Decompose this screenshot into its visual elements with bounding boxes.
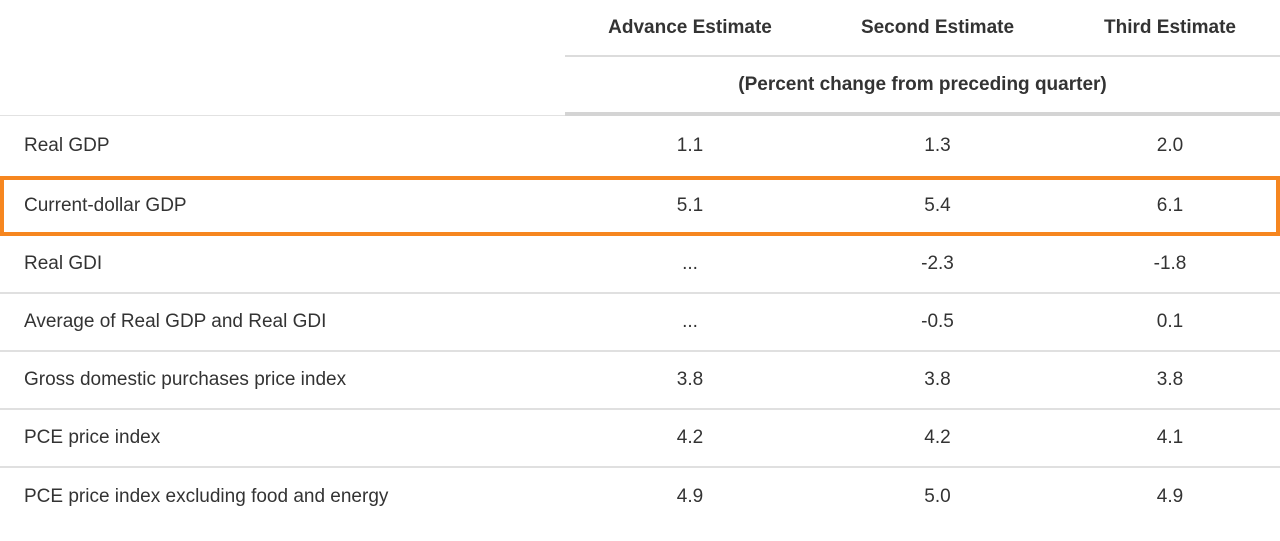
row-label: Gross domestic purchases price index <box>24 369 347 390</box>
value-cell: 5.4 <box>924 195 951 216</box>
table-subheader-row: (Percent change from preceding quarter) <box>0 57 1280 116</box>
row-label: Average of Real GDP and Real GDI <box>24 311 327 332</box>
value-cell: -0.5 <box>921 311 954 332</box>
units-note: (Percent change from preceding quarter) <box>565 57 1280 116</box>
header-label-spacer <box>0 0 565 57</box>
value-cell: 4.2 <box>676 427 704 448</box>
value-cell: 5.1 <box>676 195 704 216</box>
value-cell: 0.1 <box>1156 311 1184 332</box>
highlighted-row: Current-dollar GDP 5.1 5.4 6.1 <box>0 176 1280 236</box>
column-header-advance-estimate: Advance Estimate <box>565 0 815 57</box>
row-label: PCE price index <box>24 427 161 448</box>
row-label: Current-dollar GDP <box>24 195 187 216</box>
value-cell: 3.8 <box>676 369 704 390</box>
value-cell: 4.9 <box>1156 486 1184 507</box>
table-row: Gross domestic purchases price index 3.8… <box>0 352 1280 410</box>
row-label: Real GDI <box>24 253 103 274</box>
value-cell: 4.2 <box>924 427 951 448</box>
value-cell: 1.1 <box>676 135 704 156</box>
table-row: PCE price index excluding food and energ… <box>0 468 1280 526</box>
column-header-second-estimate: Second Estimate <box>815 0 1060 57</box>
table-row: Average of Real GDP and Real GDI ... -0.… <box>0 294 1280 352</box>
value-cell: 2.0 <box>1156 135 1184 156</box>
table-row: Real GDP 1.1 1.3 2.0 <box>0 116 1280 176</box>
value-cell: -1.8 <box>1153 253 1187 274</box>
table-row: PCE price index 4.2 4.2 4.1 <box>0 410 1280 468</box>
value-cell: 3.8 <box>1156 369 1184 390</box>
value-cell: 4.1 <box>1156 427 1184 448</box>
subheader-label-spacer <box>0 57 565 116</box>
value-cell: -2.3 <box>921 253 954 274</box>
value-cell: 1.3 <box>924 135 951 156</box>
value-cell: 5.0 <box>924 486 951 507</box>
value-cell: 3.8 <box>924 369 951 390</box>
value-cell: ... <box>682 311 698 332</box>
table-header-row: Advance Estimate Second Estimate Third E… <box>0 0 1280 57</box>
value-cell: 4.9 <box>676 486 704 507</box>
row-label: Real GDP <box>24 135 110 156</box>
value-cell: ... <box>682 253 698 274</box>
value-cell: 6.1 <box>1156 195 1184 216</box>
column-header-third-estimate: Third Estimate <box>1060 0 1280 57</box>
row-label: PCE price index excluding food and energ… <box>24 486 389 507</box>
table-row: Real GDI ... -2.3 -1.8 <box>0 236 1280 294</box>
